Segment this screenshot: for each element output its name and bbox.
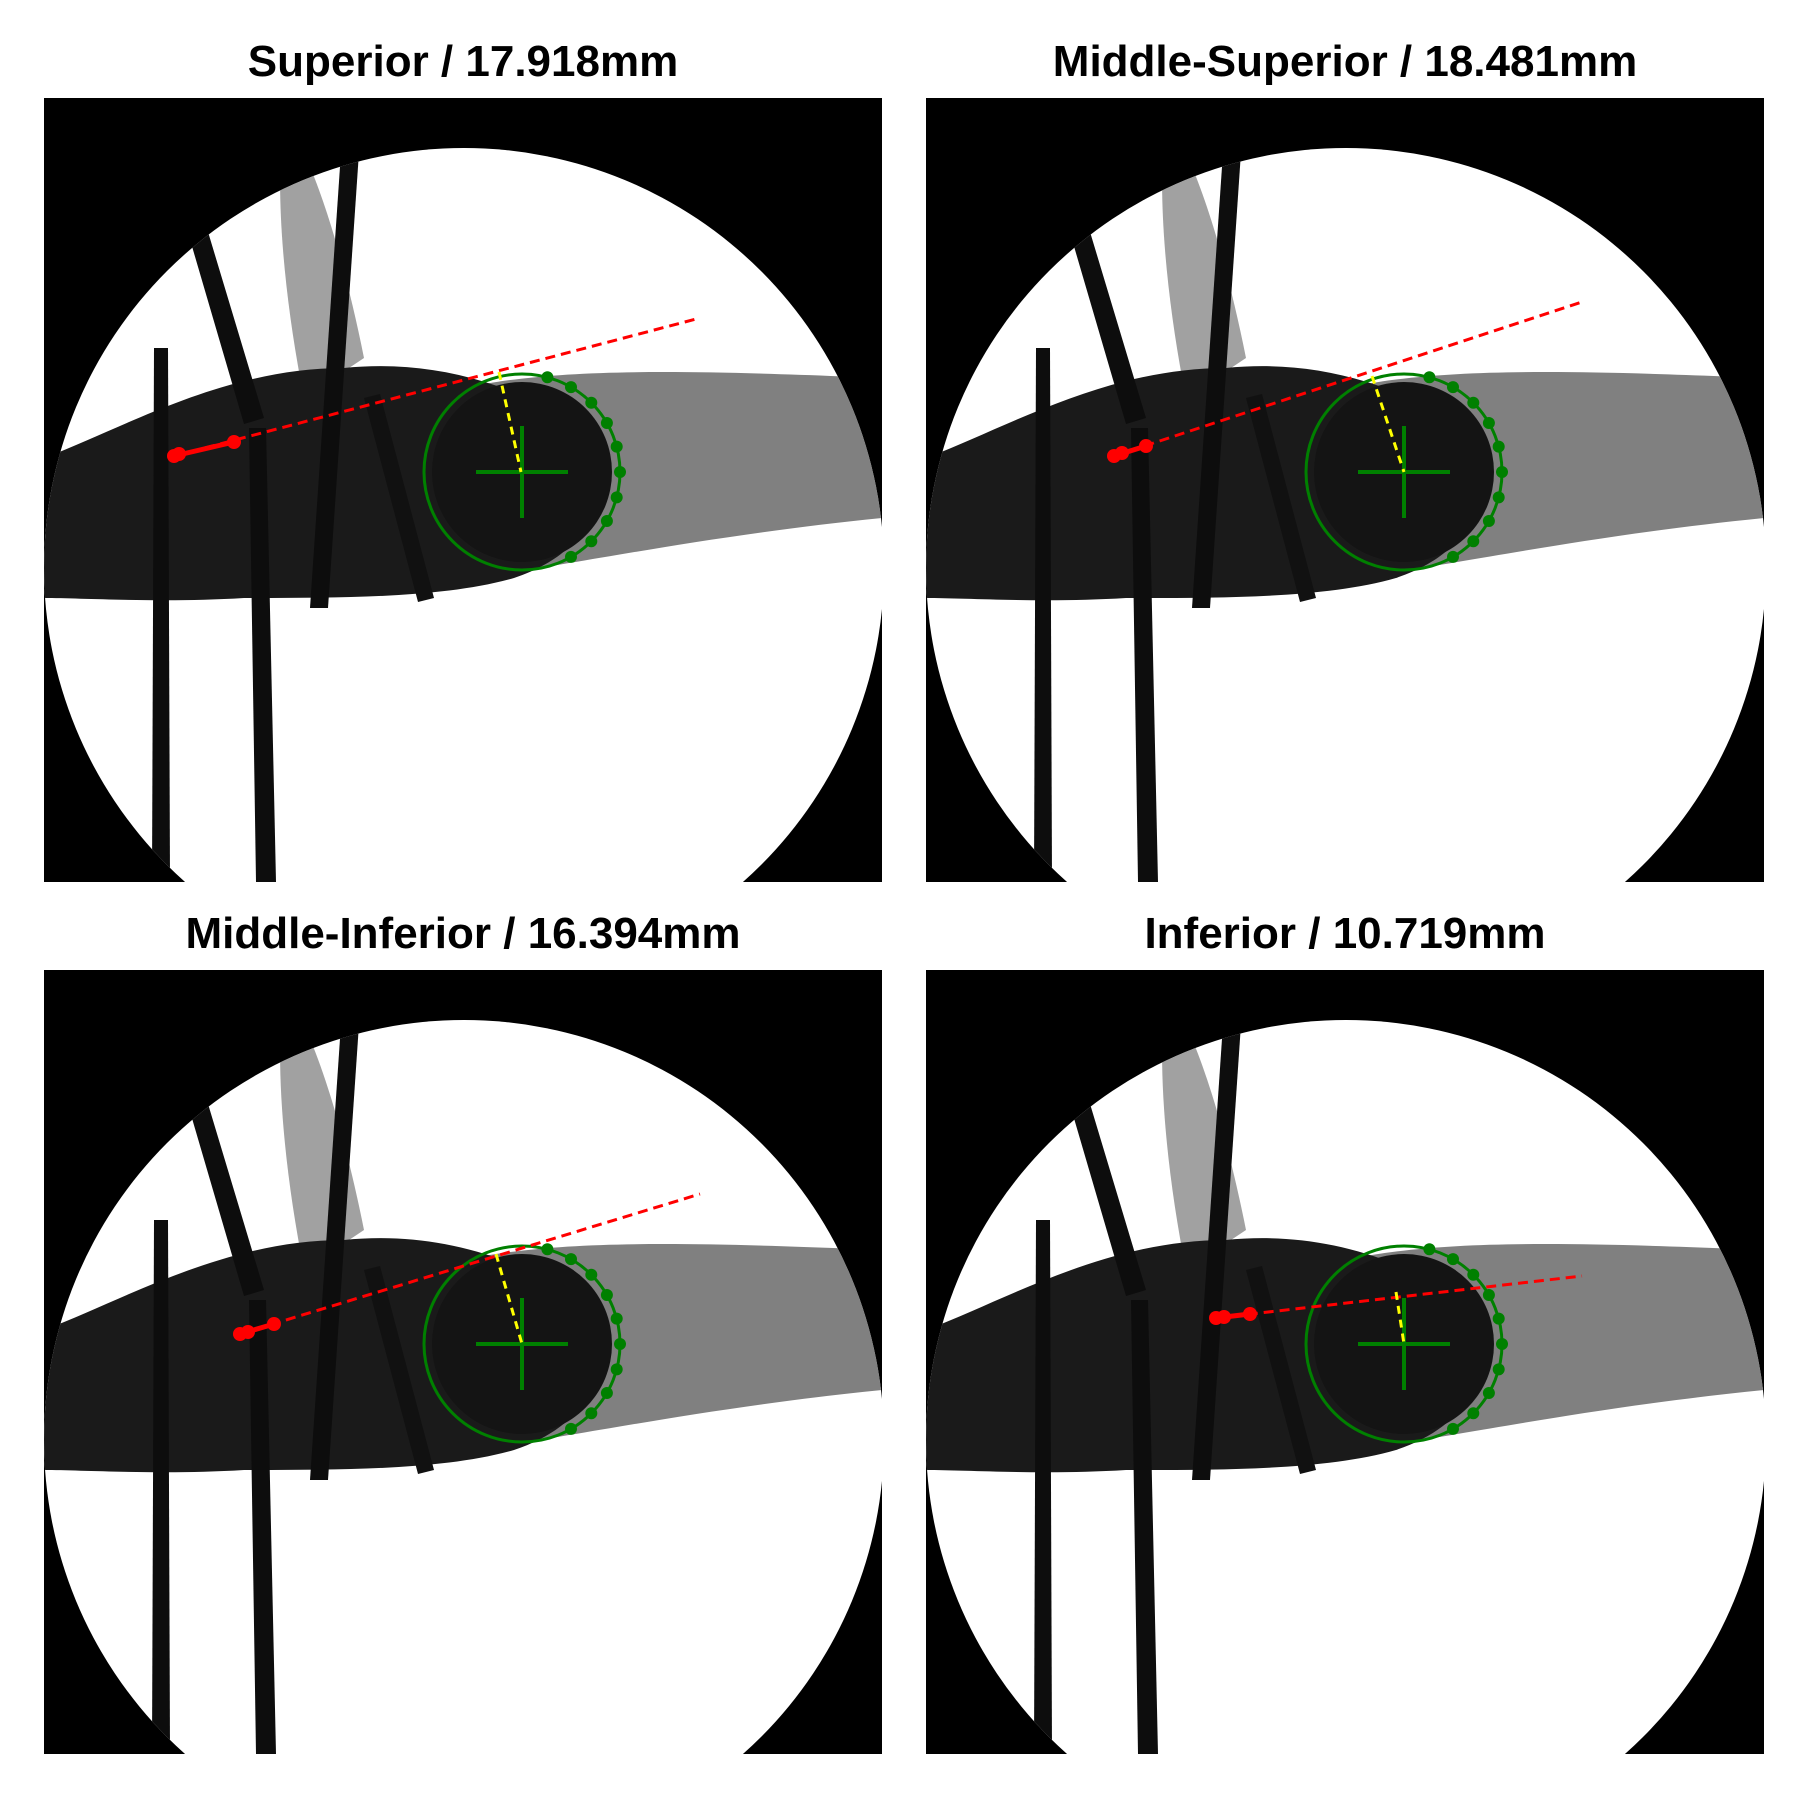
boundary-point: [585, 1269, 597, 1281]
boundary-point: [1467, 1269, 1479, 1281]
boundary-point: [611, 1363, 623, 1375]
boundary-point: [585, 397, 597, 409]
boundary-point: [1423, 1243, 1435, 1255]
boundary-point: [611, 491, 623, 503]
boundary-point: [611, 441, 623, 453]
boundary-point: [1483, 1289, 1495, 1301]
boundary-point: [1447, 1423, 1459, 1435]
boundary-point: [1423, 371, 1435, 383]
boundary-point: [1493, 1313, 1505, 1325]
boundary-point: [601, 417, 613, 429]
boundary-point: [585, 1407, 597, 1419]
xray-image: [44, 970, 882, 1754]
panel-inferior: Inferior / 10.719mm: [926, 880, 1764, 1754]
boundary-point: [1496, 466, 1508, 478]
axis-point: [227, 435, 241, 449]
boundary-point: [541, 371, 553, 383]
boundary-point: [541, 1243, 553, 1255]
boundary-point: [1447, 551, 1459, 563]
boundary-point: [1493, 491, 1505, 503]
boundary-point: [565, 1253, 577, 1265]
xray-image: [926, 970, 1764, 1754]
boundary-point: [565, 1423, 577, 1435]
boundary-point: [1493, 1363, 1505, 1375]
panel-middle-superior: Middle-Superior / 18.481mm: [926, 8, 1764, 882]
panel-title: Inferior / 10.719mm: [926, 880, 1764, 970]
rod-left: [152, 1220, 170, 1754]
panel-title: Superior / 17.918mm: [44, 8, 882, 98]
boundary-point: [1483, 1387, 1495, 1399]
boundary-point: [1493, 441, 1505, 453]
boundary-point: [1483, 417, 1495, 429]
boundary-point: [1496, 1338, 1508, 1350]
boundary-point: [611, 1313, 623, 1325]
panel-middle-inferior: Middle-Inferior / 16.394mm: [44, 880, 882, 1754]
boundary-point: [601, 1387, 613, 1399]
axis-point: [241, 1325, 255, 1339]
axis-point: [1243, 1307, 1257, 1321]
axis-point: [1139, 439, 1153, 453]
rod-left: [1034, 1220, 1052, 1754]
axis-point: [1115, 446, 1129, 460]
boundary-point: [614, 466, 626, 478]
xray-image: [44, 98, 882, 882]
panel-title: Middle-Inferior / 16.394mm: [44, 880, 882, 970]
rod-left: [1034, 348, 1052, 882]
boundary-point: [1467, 397, 1479, 409]
boundary-point: [565, 381, 577, 393]
xray-image: [926, 98, 1764, 882]
boundary-point: [585, 535, 597, 547]
boundary-point: [601, 515, 613, 527]
boundary-point: [565, 551, 577, 563]
rod-left: [152, 348, 170, 882]
boundary-point: [1467, 535, 1479, 547]
boundary-point: [1447, 381, 1459, 393]
axis-point: [1217, 1310, 1231, 1324]
boundary-point: [1483, 515, 1495, 527]
boundary-point: [1467, 1407, 1479, 1419]
boundary-point: [1447, 1253, 1459, 1265]
axis-point: [267, 1317, 281, 1331]
axis-point: [172, 447, 186, 461]
boundary-point: [614, 1338, 626, 1350]
panel-title: Middle-Superior / 18.481mm: [926, 8, 1764, 98]
panel-superior: Superior / 17.918mm: [44, 8, 882, 882]
boundary-point: [601, 1289, 613, 1301]
